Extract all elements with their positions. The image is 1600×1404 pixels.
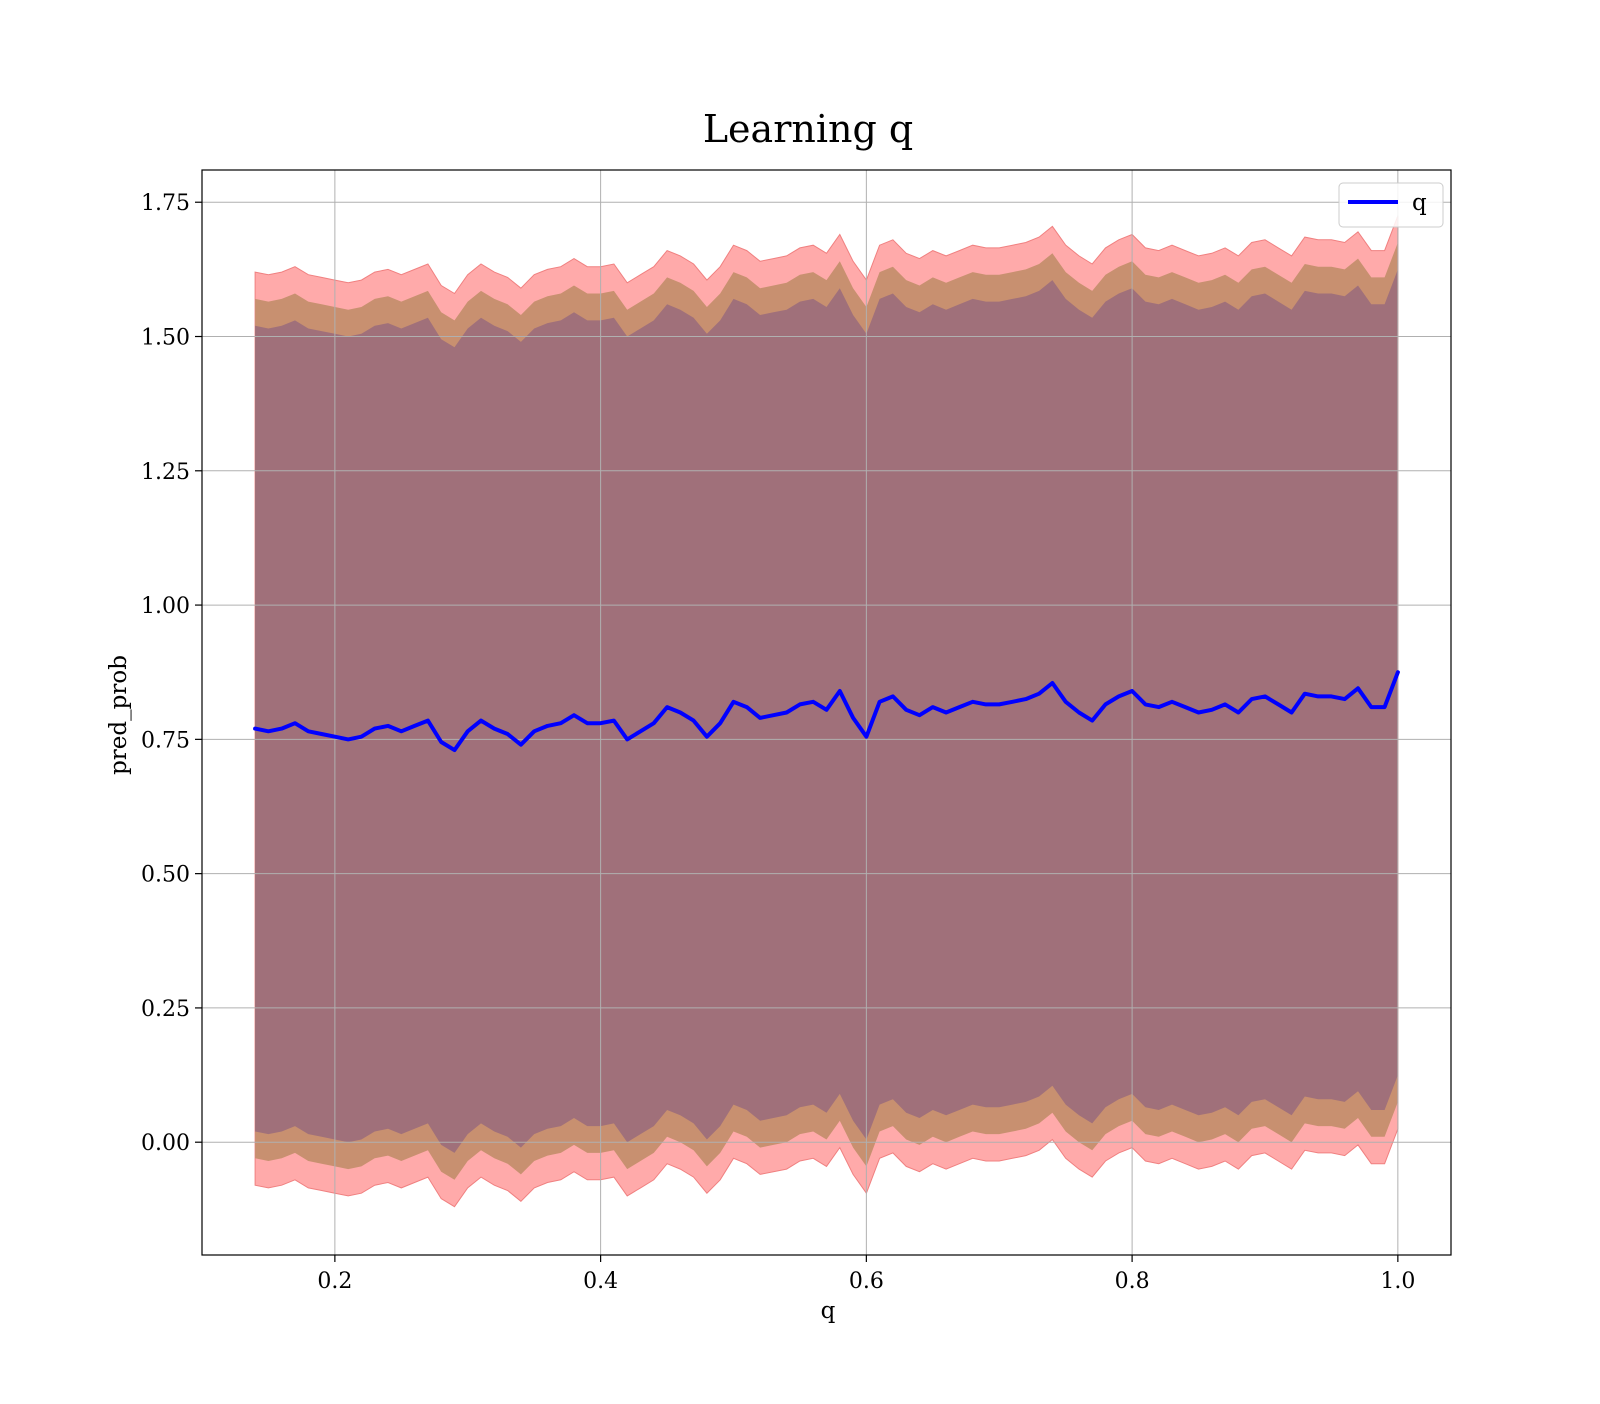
- y-tick-label: 1.50: [141, 326, 190, 351]
- x-tick-label: 0.6: [849, 1269, 884, 1294]
- plot-frame: [201, 169, 1452, 1256]
- legend: q: [1338, 182, 1444, 228]
- y-axis-label: pred_prob: [106, 655, 132, 775]
- y-tick-label: 0.00: [141, 1131, 190, 1156]
- legend-label: q: [1412, 190, 1427, 216]
- y-tick-label: 1.00: [141, 594, 190, 619]
- y-tick-label: 0.75: [141, 728, 190, 753]
- y-tick-label: 1.75: [141, 191, 190, 216]
- x-tick-label: 0.4: [583, 1269, 618, 1294]
- series-line-q: [253, 670, 1400, 753]
- y-tick-label: 1.25: [141, 460, 190, 485]
- y-tick-label: 0.50: [141, 863, 190, 888]
- x-tick-label: 0.8: [1115, 1269, 1150, 1294]
- x-tick-label: 1.0: [1380, 1269, 1415, 1294]
- y-tick-label: 0.25: [141, 997, 190, 1022]
- plot-area: 0.2 0.4 0.6 0.8 1.0 0.00 0.25 0.50 0.75 1.00 1.25 1…: [141, 169, 1452, 1294]
- x-axis-label: q: [821, 1298, 836, 1324]
- chart-title: Learning q: [703, 107, 913, 151]
- x-tick-label: 0.2: [317, 1269, 352, 1294]
- legend-box: [1338, 182, 1444, 228]
